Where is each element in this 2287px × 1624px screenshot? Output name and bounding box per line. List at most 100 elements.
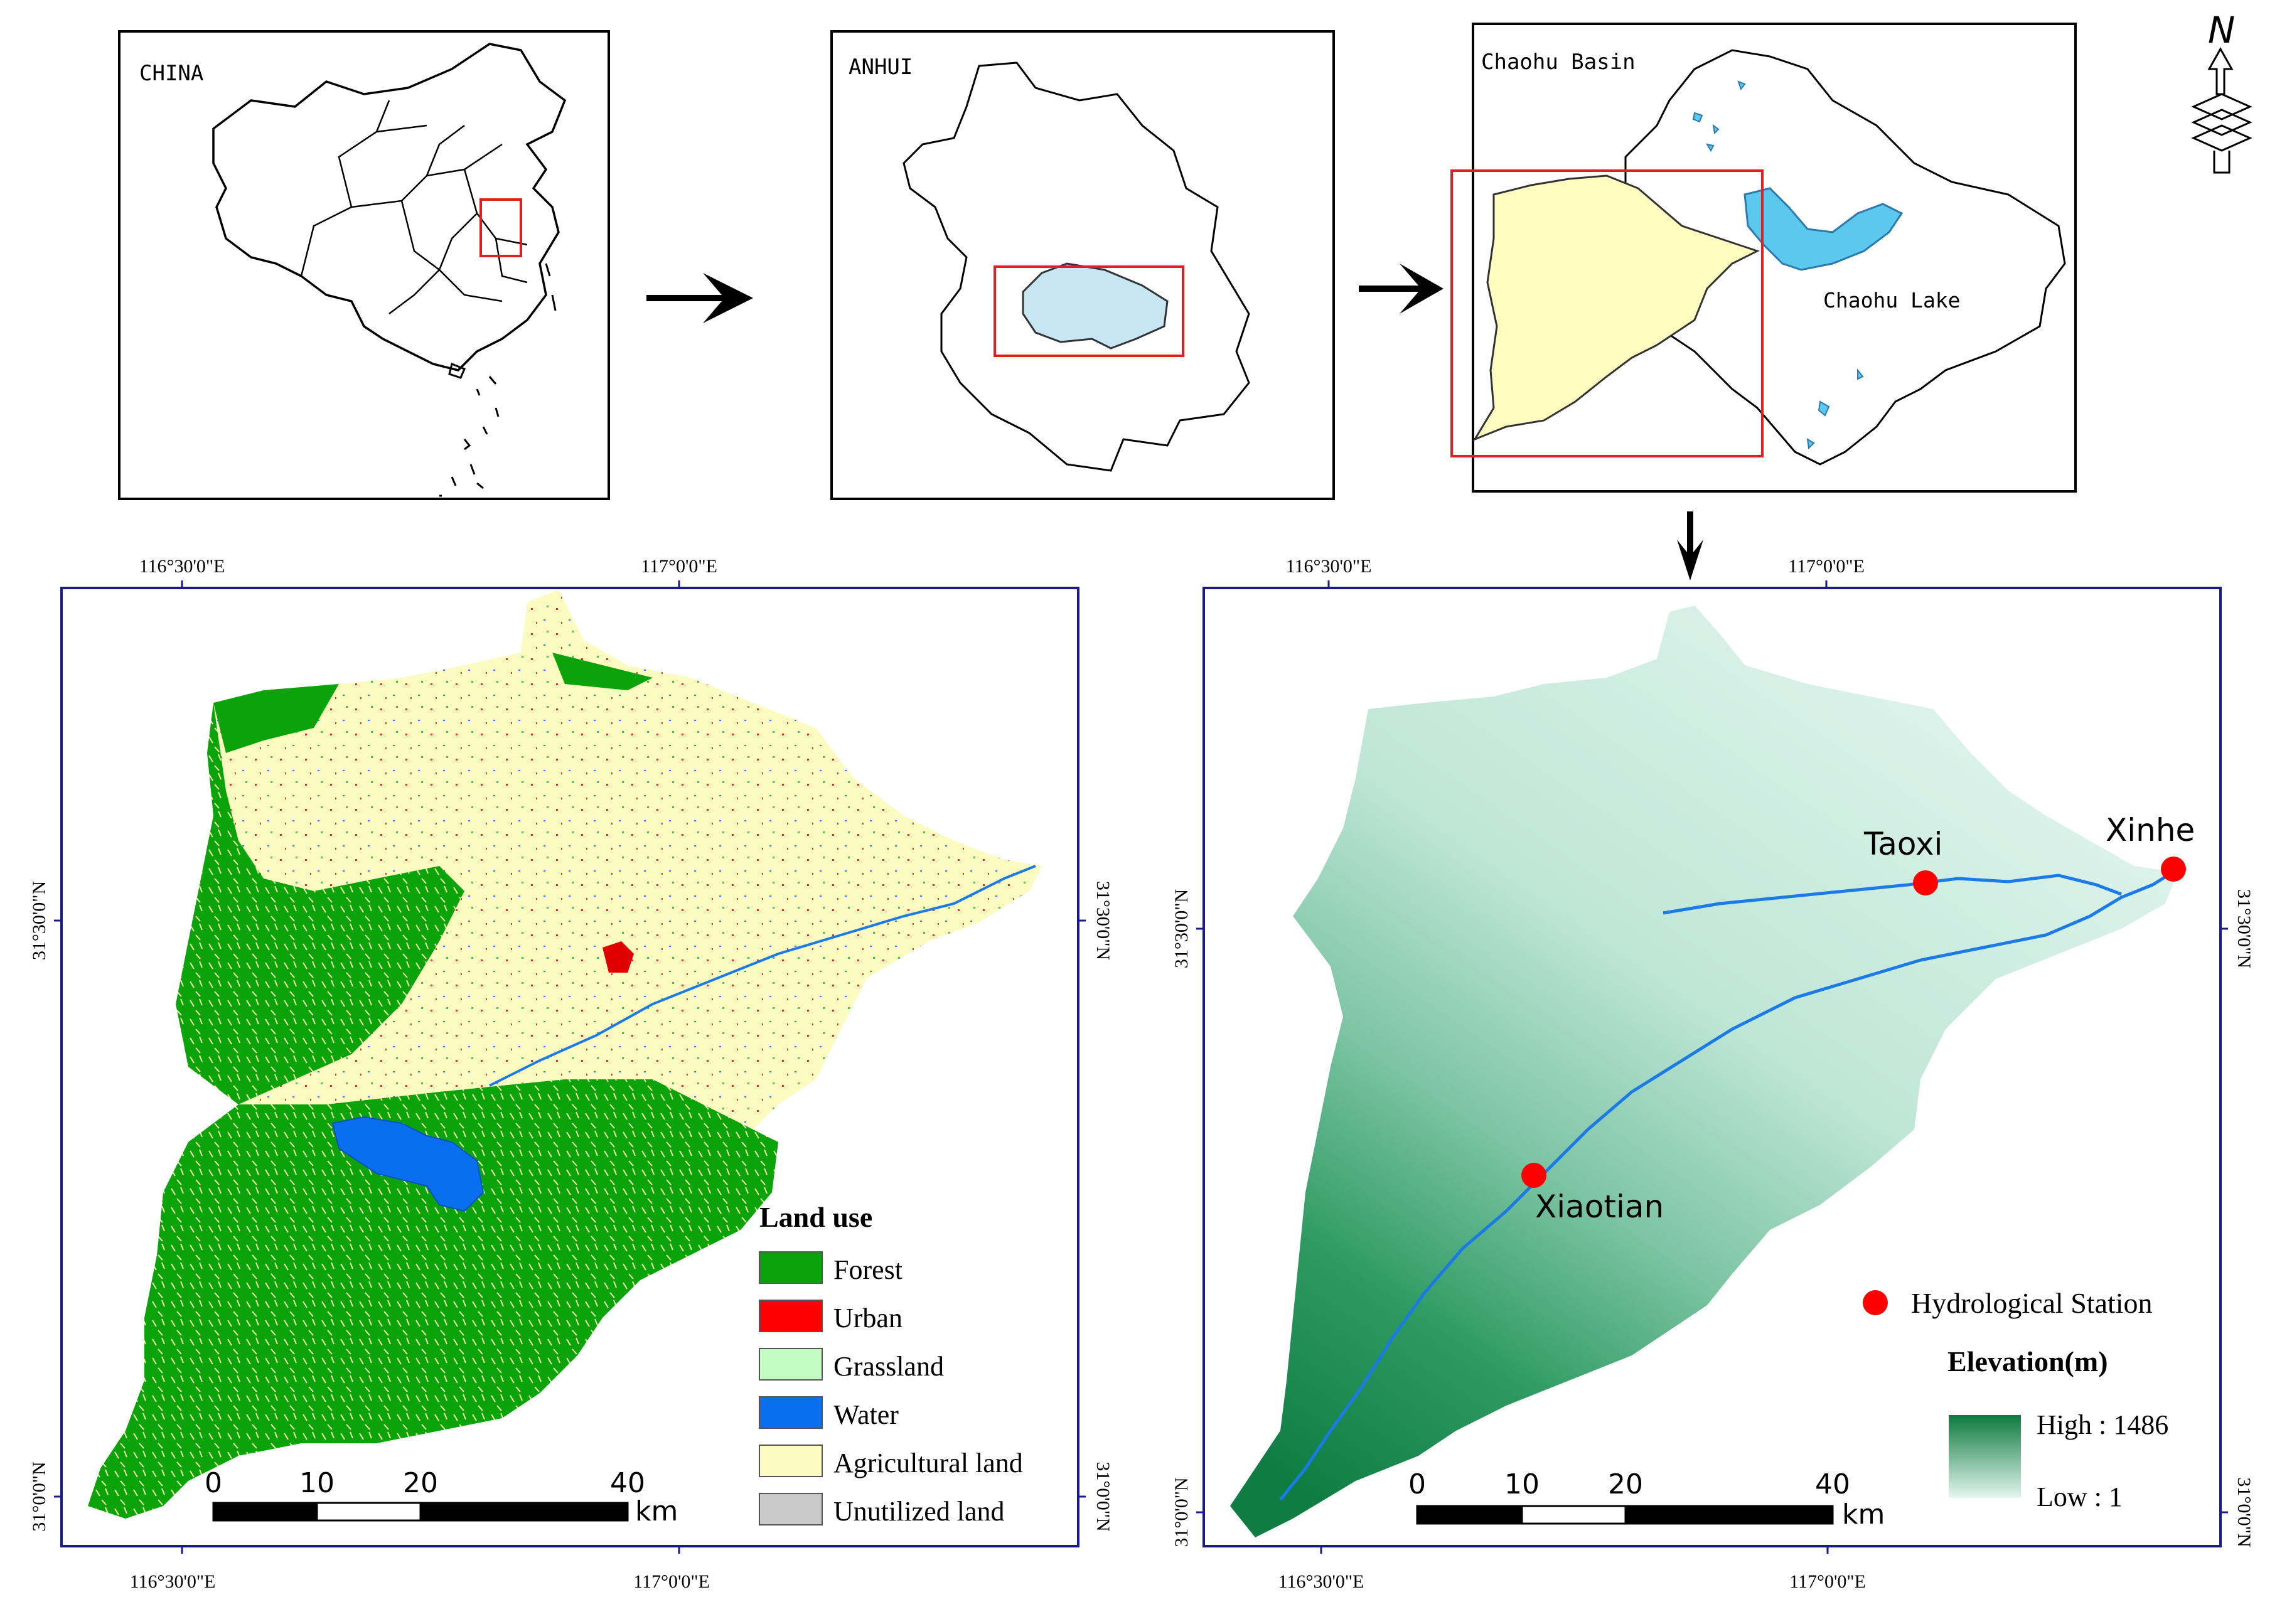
inset-arrow-1 [646, 273, 753, 323]
elevation-low-label: Low : 1 [2037, 1482, 2123, 1512]
china-inset-highlight [479, 198, 522, 257]
station-marker-xiaotian [1521, 1163, 1546, 1188]
anhui-inset-label: ANHUI [849, 55, 913, 80]
landuse-swatch-forest [759, 1251, 823, 1284]
landuse-scale-tick-40: 40 [610, 1467, 645, 1499]
landuse-top-tick-1: 116°30'0"E [139, 556, 225, 577]
legend-station-label: Hydrological Station [1911, 1287, 2153, 1319]
elevation-scale-unit: km [1842, 1498, 1885, 1531]
landuse-scale-seg-1 [212, 1502, 318, 1522]
landuse-legend-item-unutilized: Unutilized land [759, 1493, 1005, 1527]
landuse-river [489, 865, 1036, 1087]
landuse-right-tick-2: 31°0'0"N [1093, 1461, 1113, 1531]
chaohu-inset: Chaohu Basin Chaohu Lake [1450, 23, 2077, 493]
elevation-river-main [1279, 870, 2174, 1501]
landuse-swatch-unutilized [759, 1493, 823, 1525]
china-provinces [300, 100, 528, 314]
landuse-right-tick-1: 31°30'0"N [1093, 881, 1113, 960]
elevation-left-tick-1: 31°30'0"N [1171, 889, 1192, 968]
elevation-right-tick-1: 31°30'0"N [2234, 889, 2254, 968]
north-arrow-letter: N [2208, 9, 2235, 51]
landuse-map: 116°30'0"E 117°0'0"E 116°30'0"E 117°0'0"… [29, 556, 1113, 1592]
china-outline [212, 43, 567, 371]
landuse-legend-item-forest: Forest [759, 1251, 902, 1285]
landuse-label-agricultural: Agricultural land [833, 1448, 1023, 1478]
chaohu-lake-shape [1743, 187, 1904, 271]
landuse-swatch-agricultural [759, 1445, 823, 1477]
elevation-scale-seg-3 [1624, 1505, 1834, 1525]
elevation-high-label: High : 1486 [2037, 1409, 2168, 1440]
landuse-urban-patch [603, 941, 634, 973]
landuse-forest-south [88, 1079, 778, 1519]
landuse-swatch-grassland [759, 1348, 823, 1381]
elevation-legend-title: Elevation(m) [1947, 1345, 2108, 1377]
landuse-scale-tick-0: 0 [205, 1467, 222, 1499]
north-arrow-shaft [2207, 46, 2234, 95]
elevation-scalebar: 0 10 20 40 km [1408, 1468, 1885, 1531]
landuse-forest-north [176, 703, 464, 1104]
anhui-basin [1022, 262, 1169, 350]
landuse-scale-seg-3 [419, 1502, 629, 1522]
landuse-reservoir [331, 1116, 485, 1212]
elevation-terrain [1230, 606, 2178, 1537]
landuse-left-tick-1: 31°30'0"N [29, 881, 50, 960]
chaohu-subbasin [1472, 174, 1760, 442]
station-marker-xinhe [2161, 857, 2186, 882]
elevation-scale-tick-0: 0 [1408, 1468, 1426, 1500]
landuse-label-urban: Urban [833, 1303, 902, 1333]
elevation-scale-tick-40: 40 [1815, 1468, 1850, 1500]
landuse-legend-item-urban: Urban [759, 1300, 902, 1333]
elevation-bottom-tick-2: 117°0'0"E [1789, 1571, 1866, 1592]
landuse-label-grassland: Grassland [833, 1351, 944, 1382]
elevation-legend: Hydrological Station Elevation(m) High :… [1863, 1287, 2168, 1512]
anhui-inset-highlight [994, 265, 1184, 357]
landuse-scale-seg-2 [316, 1502, 422, 1522]
elevation-top-tick-2: 117°0'0"E [1788, 556, 1865, 577]
landuse-bottom-tick-2: 117°0'0"E [633, 1571, 710, 1592]
elevation-scale-seg-2 [1521, 1505, 1627, 1525]
elevation-map: 116°30'0"E 117°0'0"E 116°30'0"E 117°0'0"… [1171, 556, 2254, 1592]
elevation-bottom-tick-1: 116°30'0"E [1278, 1571, 1364, 1592]
elevation-left-tick-2: 31°0'0"N [1171, 1477, 1192, 1547]
china-inset: CHINA [118, 30, 610, 500]
landuse-scale-tick-20: 20 [403, 1467, 438, 1499]
inset-arrow-2 [1359, 264, 1443, 314]
landuse-legend-item-agricultural: Agricultural land [759, 1445, 1023, 1478]
landuse-label-water: Water [833, 1399, 899, 1430]
chaohu-lake-label: Chaohu Lake [1823, 288, 1961, 313]
landuse-swatch-water [759, 1396, 823, 1429]
landuse-legend: Land use Forest Urban Grassland Water Ag… [759, 1201, 1023, 1527]
landuse-scalebar: 0 10 20 40 km [205, 1467, 678, 1527]
elevation-color-ramp [1949, 1415, 2021, 1498]
landuse-left-tick-2: 31°0'0"N [29, 1461, 50, 1531]
elevation-scale-tick-10: 10 [1504, 1468, 1540, 1500]
chaohu-small-lakes [1692, 80, 1864, 450]
landuse-swatch-urban [759, 1300, 823, 1332]
elevation-scale-seg-1 [1416, 1505, 1523, 1525]
down-arrow [1677, 511, 1703, 580]
landuse-label-forest: Forest [833, 1254, 902, 1285]
landuse-scale-unit: km [635, 1495, 678, 1527]
landuse-top-tick-2: 117°0'0"E [641, 556, 717, 577]
station-marker-taoxi [1913, 870, 1938, 895]
chaohu-inset-label: Chaohu Basin [1481, 50, 1636, 75]
landuse-bottom-tick-1: 116°30'0"E [130, 1571, 216, 1592]
china-inset-label: CHINA [139, 61, 203, 86]
landuse-map-ticks [54, 580, 1086, 1554]
legend-station-marker [1863, 1290, 1888, 1315]
north-arrow-layers [2191, 93, 2252, 174]
north-arrow: N [2191, 9, 2252, 174]
elevation-scale-tick-20: 20 [1608, 1468, 1643, 1500]
landuse-legend-title: Land use [759, 1201, 872, 1233]
china-islands [439, 263, 557, 497]
station-label-xinhe: Xinhe [2106, 812, 2195, 848]
landuse-legend-item-water: Water [759, 1396, 899, 1430]
landuse-label-unutilized: Unutilized land [833, 1496, 1005, 1527]
station-label-xiaotian: Xiaotian [1535, 1189, 1664, 1225]
elevation-map-ticks [1196, 580, 2228, 1554]
chaohu-inset-highlight [1450, 169, 1764, 457]
elevation-top-tick-1: 116°30'0"E [1286, 556, 1372, 577]
landuse-legend-item-grassland: Grassland [759, 1348, 944, 1382]
elevation-right-tick-2: 31°0'0"N [2234, 1477, 2254, 1547]
